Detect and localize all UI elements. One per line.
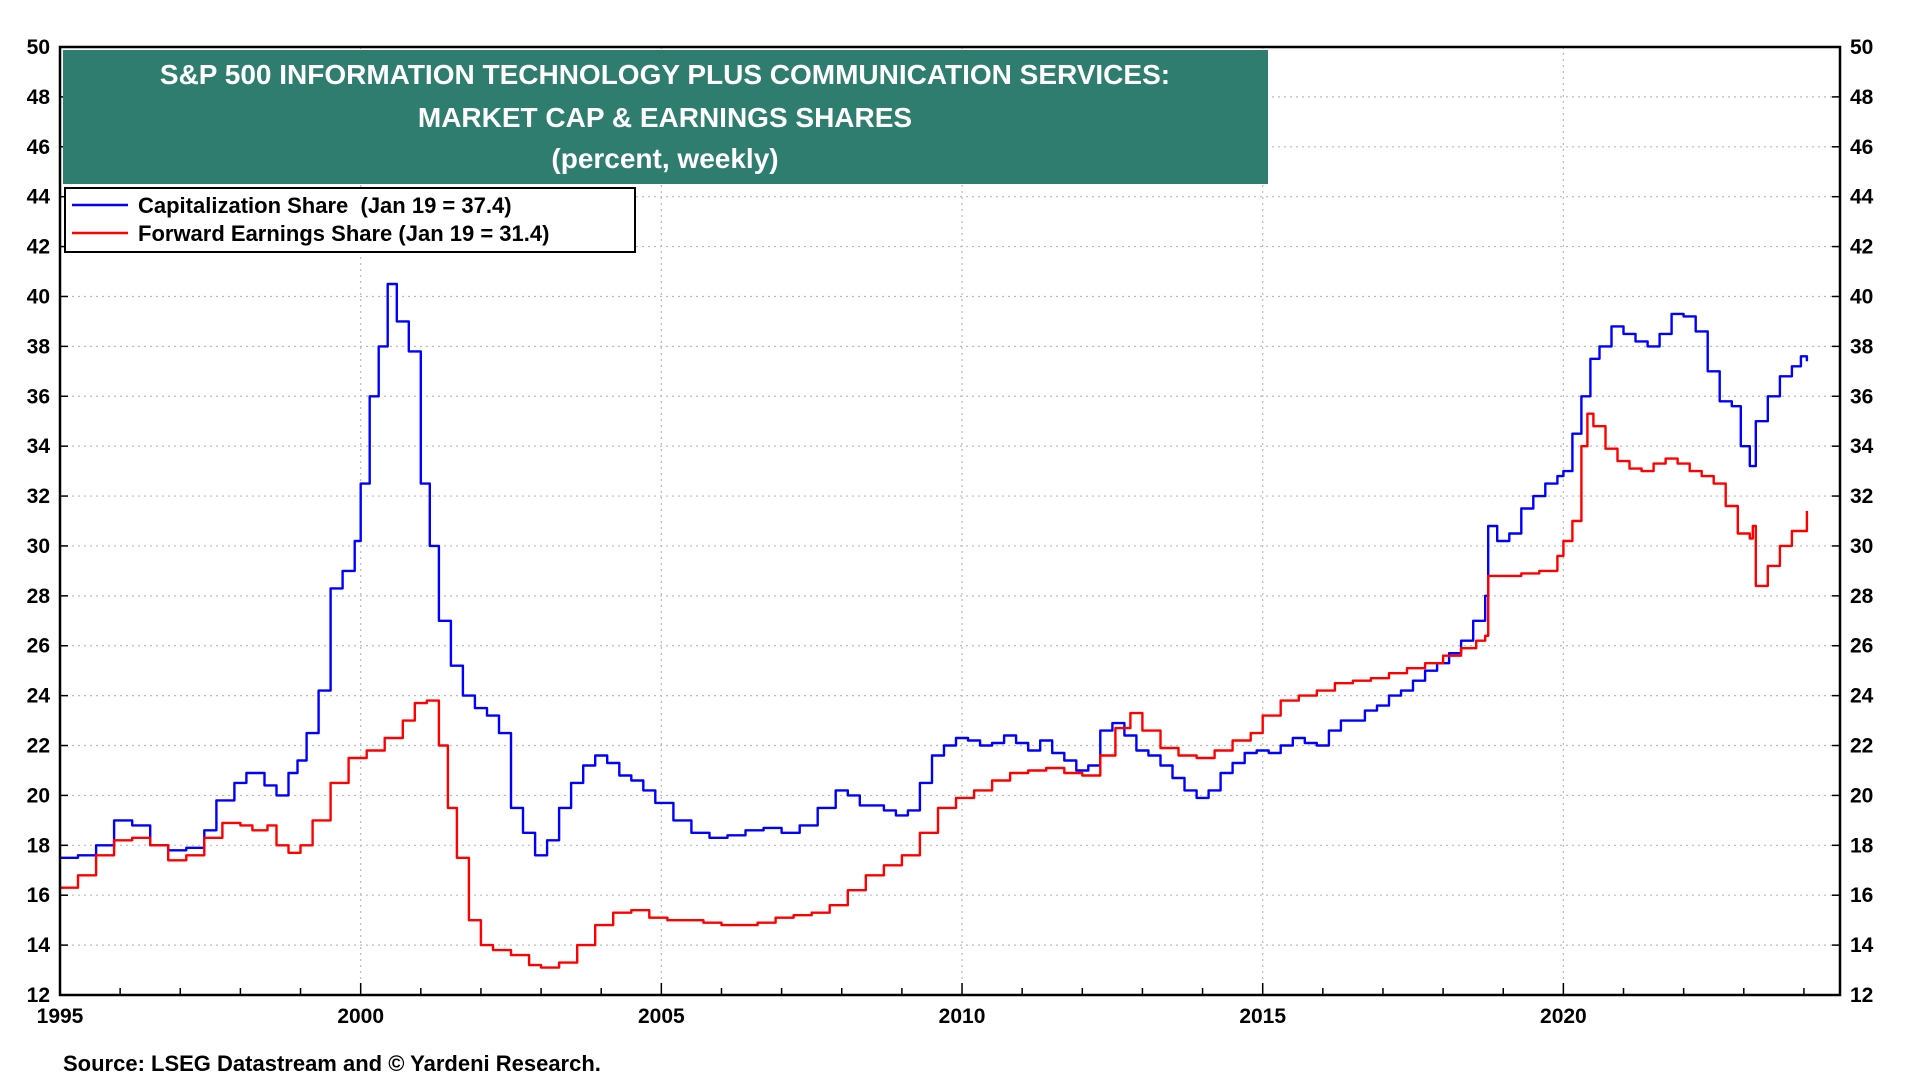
y-tick-label-right: 36 — [1850, 385, 1873, 408]
y-tick-label-left: 18 — [27, 834, 51, 857]
y-tick-label-left: 14 — [27, 934, 51, 957]
legend-label-capitalization: Capitalization Share (Jan 19 = 37.4) — [138, 193, 512, 218]
y-tick-label-right: 18 — [1850, 834, 1874, 857]
x-tick-label: 1995 — [37, 1005, 84, 1028]
capitalization-share-line — [60, 282, 1809, 859]
y-tick-label-right: 28 — [1850, 585, 1874, 608]
y-tick-label-left: 50 — [27, 36, 50, 59]
y-tick-label-left: 44 — [27, 186, 51, 209]
y-tick-label-left: 16 — [27, 884, 50, 907]
y-tick-label-right: 16 — [1850, 884, 1873, 907]
y-tick-label-left: 42 — [27, 236, 50, 259]
chart-title-line-2: MARKET CAP & EARNINGS SHARES — [418, 102, 912, 133]
y-tick-label-right: 22 — [1850, 735, 1873, 758]
y-tick-label-left: 48 — [27, 86, 51, 109]
y-tick-label-left: 40 — [27, 285, 50, 308]
y-tick-label-right: 30 — [1850, 535, 1873, 558]
y-tick-label-right: 46 — [1850, 136, 1873, 159]
y-tick-label-right: 14 — [1850, 934, 1874, 957]
x-tick-label: 2000 — [337, 1005, 384, 1028]
legend-box — [64, 187, 636, 253]
legend-label-forward-earnings: Forward Earnings Share (Jan 19 = 31.4) — [138, 221, 549, 246]
y-tick-label-right: 38 — [1850, 335, 1874, 358]
x-tick-label: 2010 — [939, 1005, 986, 1028]
y-tick-label-left: 22 — [27, 735, 50, 758]
y-tick-label-left: 12 — [27, 984, 50, 1007]
y-tick-label-right: 24 — [1850, 685, 1874, 708]
y-tick-label-right: 34 — [1850, 435, 1874, 458]
chart-title-line-3: (percent, weekly) — [551, 143, 778, 174]
y-tick-label-right: 48 — [1850, 86, 1874, 109]
y-tick-label-left: 28 — [27, 585, 51, 608]
y-tick-label-left: 46 — [27, 136, 50, 159]
chart-title-box: S&P 500 INFORMATION TECHNOLOGY PLUS COMM… — [63, 50, 1268, 184]
y-tick-label-right: 50 — [1850, 36, 1873, 59]
x-tick-label: 2015 — [1239, 1005, 1286, 1028]
plot-frame — [58, 45, 1842, 997]
y-tick-label-left: 32 — [27, 485, 50, 508]
y-tick-label-right: 26 — [1850, 635, 1873, 658]
title-background — [63, 50, 1268, 184]
x-tick-label: 2020 — [1540, 1005, 1587, 1028]
y-tick-label-left: 24 — [27, 685, 51, 708]
source-note: Source: LSEG Datastream and © Yardeni Re… — [63, 1051, 601, 1076]
y-tick-label-right: 32 — [1850, 485, 1873, 508]
y-tick-label-right: 20 — [1850, 784, 1873, 807]
series-lines — [60, 282, 1809, 969]
y-tick-label-left: 36 — [27, 385, 50, 408]
y-tick-label-left: 38 — [27, 335, 51, 358]
y-tick-label-left: 34 — [27, 435, 51, 458]
forward-earnings-share-line — [60, 412, 1809, 969]
y-tick-label-left: 30 — [27, 535, 50, 558]
y-tick-label-left: 26 — [27, 635, 50, 658]
grid-lines — [60, 47, 1840, 995]
y-tick-label-left: 20 — [27, 784, 50, 807]
y-tick-label-right: 44 — [1850, 186, 1874, 209]
legend: Capitalization Share (Jan 19 = 37.4) For… — [64, 187, 636, 253]
y-tick-label-right: 42 — [1850, 236, 1873, 259]
y-tick-label-right: 40 — [1850, 285, 1873, 308]
chart-title-line-1: S&P 500 INFORMATION TECHNOLOGY PLUS COMM… — [160, 59, 1170, 90]
x-tick-label: 2005 — [638, 1005, 685, 1028]
y-tick-label-right: 12 — [1850, 984, 1873, 1007]
